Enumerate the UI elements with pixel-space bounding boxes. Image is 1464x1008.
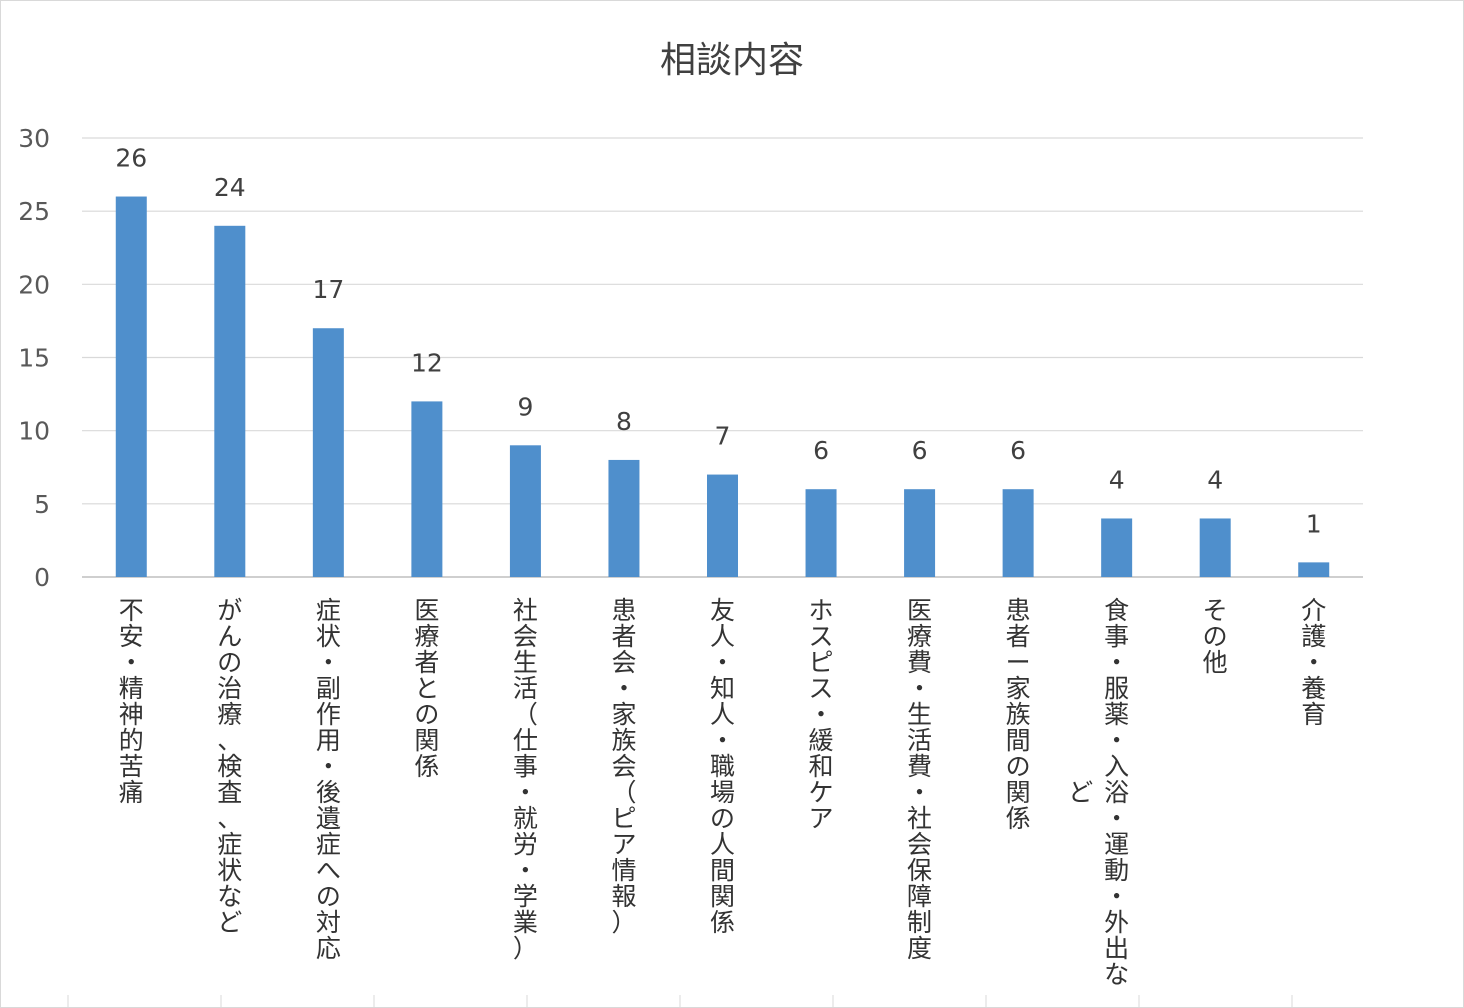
x-category-label: ど xyxy=(1068,778,1094,807)
bar xyxy=(411,401,443,577)
y-tick-label: 15 xyxy=(18,344,50,373)
y-tick-label: 20 xyxy=(18,270,50,299)
bar xyxy=(1298,562,1330,577)
y-tick-label: 5 xyxy=(34,490,50,519)
data-label: 9 xyxy=(517,392,533,421)
x-category-label: 医療者との関係 xyxy=(414,596,440,781)
x-category-label: がんの治療、検査、症状など xyxy=(217,596,243,937)
bar xyxy=(1002,489,1034,577)
data-label: 7 xyxy=(715,422,731,451)
data-label: 17 xyxy=(312,275,344,304)
bar xyxy=(805,489,837,577)
bar xyxy=(312,328,344,577)
data-label: 12 xyxy=(411,348,443,377)
data-labels: 26 24 17 12 9 8 7 6 6 6 4 4 1 xyxy=(115,144,1321,539)
x-category-label: 不安・精神的苦痛 xyxy=(118,596,144,807)
bar xyxy=(115,196,147,578)
bar xyxy=(214,225,246,578)
data-label: 26 xyxy=(115,144,147,173)
bar xyxy=(1101,518,1133,577)
x-category-label: 患者会・家族会（ピア情報） xyxy=(611,596,637,937)
x-category-label: 食事・服薬・入浴・運動・外出な xyxy=(1104,596,1130,989)
data-label: 6 xyxy=(1010,436,1026,465)
data-label: 4 xyxy=(1207,465,1223,494)
y-axis-tick-labels: 0 5 10 15 20 25 30 xyxy=(18,124,50,592)
data-label: 6 xyxy=(912,436,928,465)
y-tick-label: 30 xyxy=(18,124,50,153)
data-label: 6 xyxy=(813,436,829,465)
data-label: 4 xyxy=(1109,465,1125,494)
bar xyxy=(904,489,936,577)
x-category-label: 友人・知人・職場の人間関係 xyxy=(709,596,735,937)
data-label: 8 xyxy=(616,407,632,436)
data-label: 24 xyxy=(214,173,246,202)
x-category-label: 医療費・生活費・社会保障制度 xyxy=(907,596,933,963)
data-label: 1 xyxy=(1306,509,1322,538)
x-category-label: ホスピス・緩和ケア xyxy=(808,596,834,833)
x-category-label: 介護・養育 xyxy=(1301,596,1327,729)
chart-title: 相談内容 xyxy=(660,40,804,81)
bar xyxy=(707,474,738,577)
x-category-label: その他 xyxy=(1202,596,1228,677)
x-category-label: 社会生活（仕事・就労・学業） xyxy=(512,596,538,963)
bar xyxy=(1199,518,1231,577)
x-category-label: 患者ー家族間の関係 xyxy=(1005,596,1031,833)
gridlines xyxy=(82,137,1363,578)
bar xyxy=(509,445,541,577)
y-tick-label: 10 xyxy=(18,417,50,446)
frame-bottom-ticks xyxy=(67,995,1293,1007)
y-tick-label: 0 xyxy=(34,563,50,592)
y-tick-label: 25 xyxy=(18,197,50,226)
bar xyxy=(608,459,640,577)
bars xyxy=(115,196,1330,578)
x-category-label: 症状・副作用・後遺症への対応 xyxy=(315,596,341,963)
